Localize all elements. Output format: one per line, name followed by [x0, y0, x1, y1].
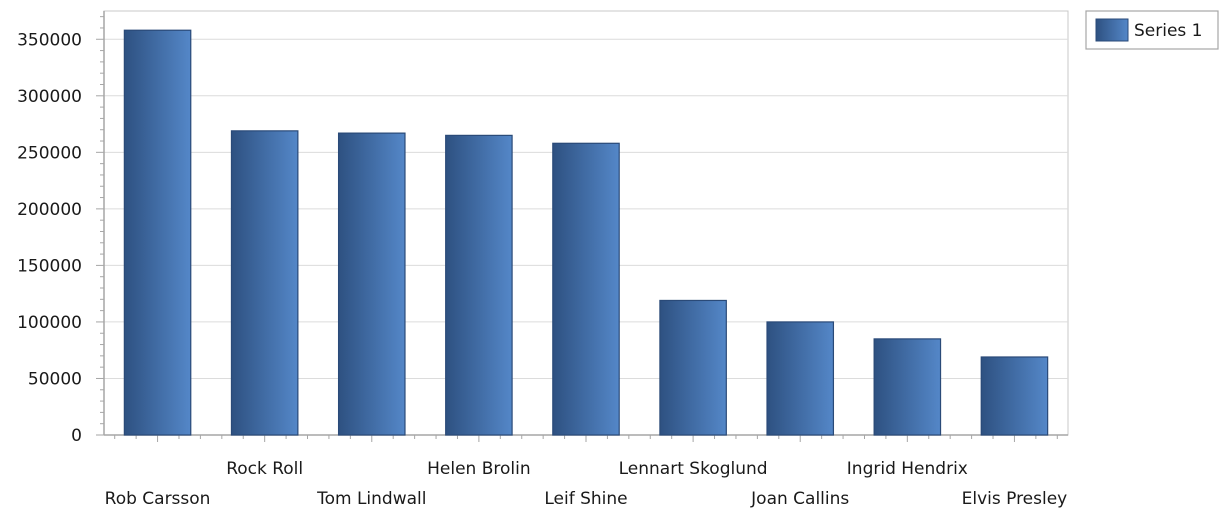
y-tick-label: 250000 — [17, 143, 82, 163]
x-tick-label: Elvis Presley — [962, 489, 1068, 509]
bar — [873, 338, 942, 436]
x-tick-label: Lennart Skoglund — [619, 459, 768, 479]
y-tick-label: 50000 — [28, 369, 82, 389]
x-tick-label: Tom Lindwall — [316, 489, 426, 509]
legend-swatch — [1095, 18, 1129, 42]
bar — [552, 142, 620, 436]
x-tick-label: Leif Shine — [544, 489, 627, 509]
bar — [659, 299, 727, 436]
x-tick-label: Joan Callins — [750, 489, 849, 509]
legend: Series 1 — [1085, 10, 1219, 50]
bar — [980, 356, 1049, 436]
bar — [123, 29, 192, 436]
bars — [123, 29, 1049, 436]
x-tick-label: Ingrid Hendrix — [847, 459, 968, 479]
x-tick-label: Helen Brolin — [427, 459, 531, 479]
y-tick-label: 0 — [71, 426, 82, 446]
y-tick-label: 100000 — [17, 313, 82, 333]
x-tick-label: Rob Carsson — [105, 489, 211, 509]
bar — [230, 130, 299, 436]
bar — [445, 134, 513, 436]
legend-label: Series 1 — [1134, 21, 1203, 41]
tick-labels: 0 50000 100000 150000 200000 250000 300000 3500… — [17, 30, 1067, 509]
bar — [337, 132, 406, 436]
y-tick-label: 300000 — [17, 87, 82, 107]
y-tick-label: 350000 — [17, 30, 82, 50]
y-tick-label: 150000 — [17, 256, 82, 276]
bar — [766, 321, 835, 436]
y-tick-label: 200000 — [17, 200, 82, 220]
x-tick-label: Rock Roll — [226, 459, 303, 479]
